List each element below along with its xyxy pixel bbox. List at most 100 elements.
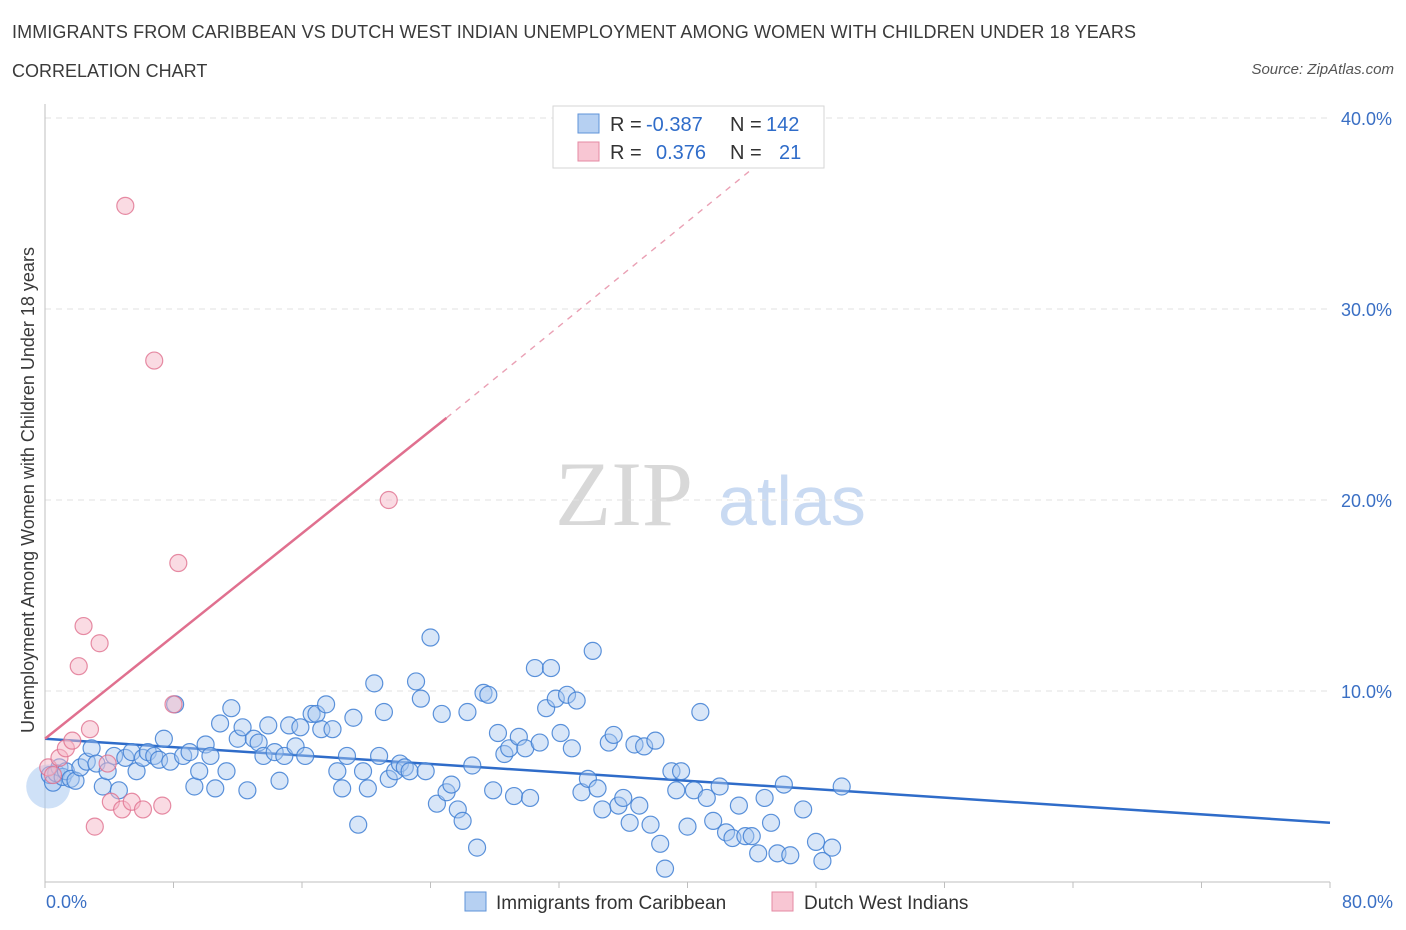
point-dutch-6 — [74, 616, 93, 636]
point-caribbean-114 — [635, 737, 654, 756]
point-caribbean-96 — [541, 658, 561, 678]
point-caribbean-104 — [583, 641, 602, 660]
legend-r-value-2: 0.376 — [656, 142, 706, 164]
point-caribbean-56 — [333, 779, 352, 798]
point-caribbean-80 — [458, 702, 477, 722]
point-dutch-7 — [80, 720, 100, 739]
trendline-dutch-extension — [446, 155, 769, 419]
point-caribbean-65 — [379, 769, 398, 788]
point-caribbean-69 — [400, 762, 419, 781]
point-dutch-5 — [69, 657, 88, 676]
point-caribbean-98 — [551, 723, 570, 743]
bottom-legend-swatch-dutch — [771, 891, 794, 912]
y-tick-label-3: 40.0% — [1341, 109, 1392, 129]
point-caribbean-138 — [781, 846, 800, 865]
point-caribbean-12 — [93, 777, 112, 796]
point-caribbean-79 — [453, 811, 472, 830]
x-tick-label-0: 0.0% — [46, 892, 87, 912]
point-caribbean-106 — [593, 800, 612, 819]
point-caribbean-94 — [530, 733, 549, 752]
point-caribbean-23 — [154, 729, 173, 748]
point-caribbean-70 — [406, 672, 426, 691]
point-caribbean-41 — [254, 746, 273, 766]
point-caribbean-58 — [344, 708, 363, 727]
point-dutch-8 — [85, 817, 104, 836]
stats-legend: R = -0.387 N = 142 R = 0.376 N = 21 — [552, 105, 825, 169]
chart-title: IMMIGRANTS FROM CARIBBEAN VS DUTCH WEST … — [12, 22, 1137, 42]
point-caribbean-42 — [259, 716, 278, 735]
point-caribbean-84 — [479, 685, 498, 704]
point-caribbean-28 — [185, 777, 204, 796]
point-dutch-15 — [133, 800, 153, 819]
legend-n-value-1: 142 — [766, 114, 799, 136]
bottom-legend-caribbean: Immigrants from Caribbean — [496, 893, 726, 914]
point-dutch-19 — [169, 553, 188, 573]
point-caribbean-131 — [736, 827, 755, 846]
bottom-legend-dutch: Dutch West Indians — [804, 893, 968, 914]
point-caribbean-87 — [495, 744, 514, 764]
point-caribbean-62 — [365, 674, 384, 693]
point-caribbean-100 — [562, 739, 581, 758]
point-caribbean-60 — [353, 762, 373, 781]
point-caribbean-64 — [374, 702, 394, 722]
legend-r-label-2: R = — [610, 142, 642, 164]
point-caribbean-27 — [180, 743, 199, 762]
y-tick-label-1: 20.0% — [1341, 491, 1392, 511]
point-caribbean-115 — [641, 815, 660, 834]
point-caribbean-36 — [228, 729, 247, 748]
point-caribbean-101 — [567, 691, 586, 710]
point-caribbean-137 — [774, 775, 793, 794]
point-dutch-9 — [90, 634, 109, 653]
point-caribbean-85 — [484, 781, 503, 800]
point-caribbean-141 — [813, 851, 832, 871]
point-caribbean-103 — [578, 769, 598, 788]
point-caribbean-63 — [370, 746, 389, 766]
point-caribbean-99 — [557, 685, 577, 704]
point-caribbean-49 — [296, 746, 315, 766]
x-tick-labels: 0.0% 80.0% — [46, 892, 1393, 912]
point-caribbean-72 — [416, 762, 435, 781]
point-caribbean-44 — [270, 771, 289, 790]
legend-n-label-1: N = — [730, 114, 762, 136]
point-caribbean-139 — [794, 800, 813, 819]
point-caribbean-29 — [190, 762, 209, 781]
point-caribbean-140 — [806, 832, 826, 851]
point-caribbean-61 — [358, 779, 377, 798]
source-label: Source: ZipAtlas.com — [1251, 61, 1394, 78]
point-caribbean-82 — [467, 838, 487, 857]
point-caribbean-110 — [614, 788, 633, 808]
point-caribbean-116 — [646, 731, 665, 750]
point-caribbean-7 — [66, 771, 85, 790]
point-caribbean-117 — [651, 834, 670, 853]
point-caribbean-92 — [520, 788, 540, 808]
series-dutch-west-indians-points — [39, 196, 398, 836]
point-caribbean-43 — [265, 743, 284, 762]
watermark-atlas: atlas — [718, 462, 866, 540]
point-caribbean-75 — [432, 704, 451, 724]
point-caribbean-111 — [620, 813, 639, 832]
point-caribbean-81 — [463, 756, 482, 775]
y-tick-labels: 10.0% 20.0% 30.0% 40.0% — [1341, 109, 1392, 702]
trend-lines — [44, 155, 1331, 825]
point-caribbean-124 — [691, 702, 710, 722]
point-caribbean-59 — [349, 815, 368, 834]
point-caribbean-133 — [749, 844, 768, 863]
point-caribbean-125 — [697, 788, 716, 808]
point-caribbean-30 — [196, 735, 215, 754]
point-caribbean-17 — [122, 743, 141, 762]
point-caribbean-113 — [630, 796, 649, 815]
point-dutch-17 — [153, 796, 172, 815]
point-caribbean-37 — [233, 718, 252, 737]
point-caribbean-57 — [337, 746, 357, 766]
point-caribbean-54 — [323, 720, 342, 739]
point-caribbean-22 — [149, 750, 169, 769]
point-caribbean-121 — [671, 762, 691, 781]
point-caribbean-32 — [206, 779, 225, 798]
x-tick-label-1: 80.0% — [1342, 892, 1393, 912]
point-dutch-1 — [43, 765, 63, 785]
point-caribbean-53 — [316, 695, 336, 714]
point-dutch-18 — [164, 695, 183, 714]
point-caribbean-55 — [328, 762, 347, 781]
point-caribbean-71 — [411, 689, 430, 708]
axes — [44, 104, 1331, 888]
